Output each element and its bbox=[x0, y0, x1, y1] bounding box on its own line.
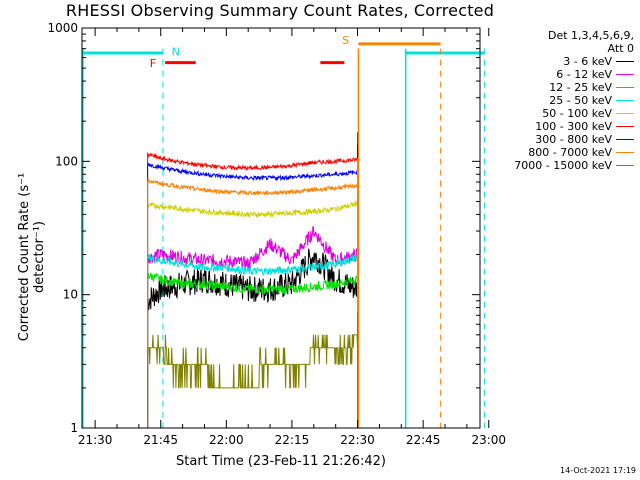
x-tick-label: 22:15 bbox=[275, 433, 310, 447]
legend-entry: 6 - 12 keV bbox=[482, 68, 634, 81]
legend-entry-label: 6 - 12 keV bbox=[556, 68, 612, 81]
legend-swatch bbox=[616, 100, 634, 101]
plot-frame bbox=[81, 27, 481, 429]
y-tick-label: 1 bbox=[70, 421, 78, 435]
legend-entry: 800 - 7000 keV bbox=[482, 146, 634, 159]
legend-swatch bbox=[616, 87, 634, 88]
series-line bbox=[147, 252, 358, 428]
x-axis: 21:30 21:45 22:00 22:15 22:30 22:45 23:00 bbox=[78, 28, 506, 447]
x-tick-label: 21:30 bbox=[78, 433, 113, 447]
legend-entry-label: 50 - 100 keV bbox=[542, 107, 612, 120]
series-line bbox=[147, 132, 358, 428]
legend-entry: 100 - 300 keV bbox=[482, 120, 634, 133]
legend-entry-label: 800 - 7000 keV bbox=[528, 146, 612, 159]
series-line bbox=[147, 312, 358, 428]
legend-entries: 3 - 6 keV 6 - 12 keV 12 - 25 keV 25 - 50 ke… bbox=[482, 55, 634, 172]
legend-swatch bbox=[616, 139, 634, 140]
flag-layer: N F S bbox=[82, 34, 485, 428]
legend-swatch bbox=[616, 74, 634, 75]
x-tick-label: 23:00 bbox=[471, 433, 506, 447]
legend-header-attenuator: Att 0 bbox=[607, 42, 634, 55]
legend-entry: 3 - 6 keV bbox=[482, 55, 634, 68]
chart-title: RHESSI Observing Summary Count Rates, Co… bbox=[65, 1, 495, 20]
legend-entry: 25 - 50 keV bbox=[482, 94, 634, 107]
saa-flag-label: S bbox=[342, 34, 349, 47]
legend-entry: 7000 - 15000 keV bbox=[482, 159, 634, 172]
render-timestamp: 14-Oct-2021 17:19 bbox=[560, 466, 636, 475]
legend-swatch bbox=[616, 152, 634, 153]
x-tick-label: 21:45 bbox=[143, 433, 178, 447]
series-line bbox=[147, 230, 358, 428]
x-tick-label: 22:00 bbox=[209, 433, 244, 447]
night-flag-label: N bbox=[172, 46, 180, 59]
x-tick-label: 22:30 bbox=[340, 433, 375, 447]
y-tick-label: 100 bbox=[55, 154, 78, 168]
legend-swatch bbox=[616, 126, 634, 127]
series-layer bbox=[147, 132, 358, 428]
legend-entry: 12 - 25 keV bbox=[482, 81, 634, 94]
series-line bbox=[147, 176, 358, 428]
y-axis-title: Corrected Count Rate (s⁻¹ detector⁻¹) bbox=[17, 172, 47, 342]
x-axis-title: Start Time (23-Feb-11 21:26:42) bbox=[176, 454, 386, 469]
legend-swatch bbox=[616, 61, 634, 62]
legend-entry-label: 3 - 6 keV bbox=[563, 55, 612, 68]
y-tick-label: 1000 bbox=[47, 21, 78, 35]
y-axis: 1 10 100 1000 bbox=[47, 21, 480, 435]
legend: Det 1,3,4,5,6,9, Att 0 3 - 6 keV 6 - 12 k… bbox=[482, 29, 634, 172]
x-tick-label: 22:45 bbox=[406, 433, 441, 447]
legend-entry-label: 12 - 25 keV bbox=[549, 81, 612, 94]
y-tick-label: 10 bbox=[63, 288, 78, 302]
legend-swatch bbox=[616, 113, 634, 114]
legend-header-detectors: Det 1,3,4,5,6,9, bbox=[547, 29, 634, 42]
legend-swatch bbox=[616, 165, 634, 166]
legend-entry-label: 300 - 800 keV bbox=[535, 133, 612, 146]
legend-entry: 300 - 800 keV bbox=[482, 133, 634, 146]
legend-entry-label: 25 - 50 keV bbox=[549, 94, 612, 107]
legend-entry-label: 100 - 300 keV bbox=[535, 120, 612, 133]
legend-entry: 50 - 100 keV bbox=[482, 107, 634, 120]
flare-flag-label: F bbox=[150, 57, 156, 70]
series-line bbox=[147, 158, 358, 428]
legend-entry-label: 7000 - 15000 keV bbox=[514, 159, 612, 172]
series-line bbox=[147, 144, 358, 428]
